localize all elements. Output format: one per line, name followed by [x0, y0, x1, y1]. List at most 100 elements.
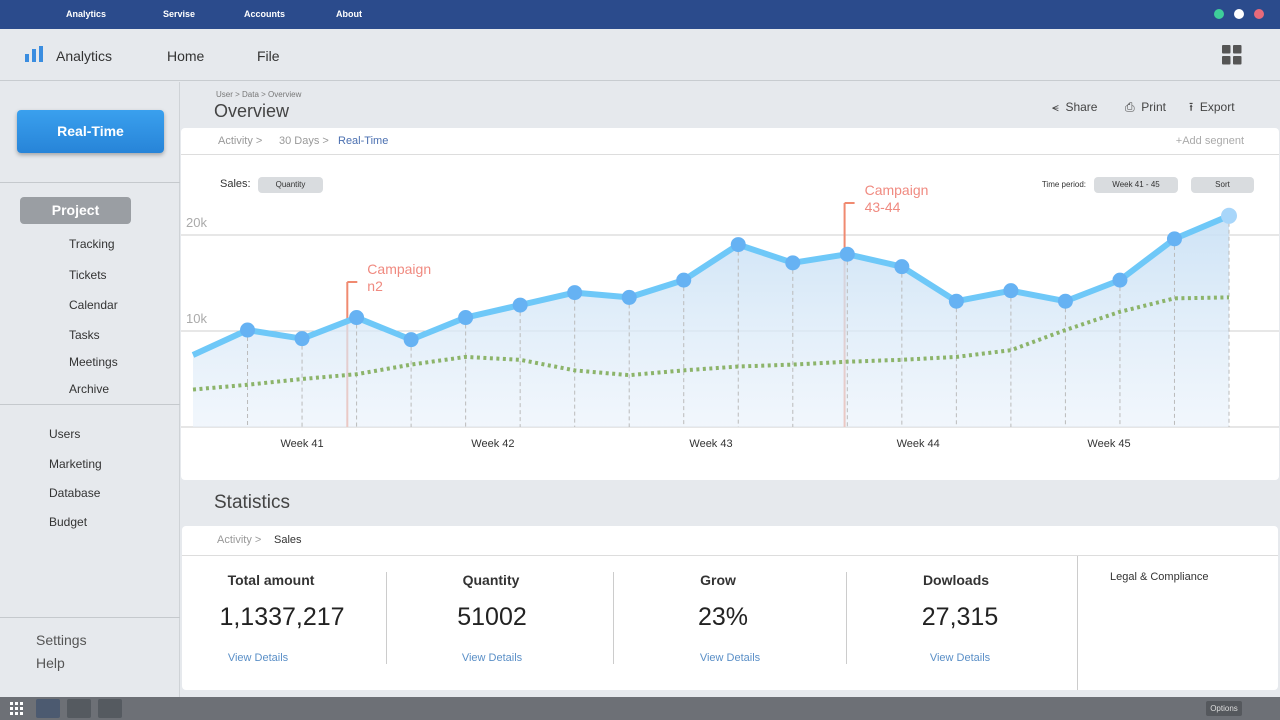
point	[621, 289, 637, 305]
point	[839, 246, 855, 262]
apps-icon[interactable]	[1222, 45, 1242, 65]
stat-value: 23%	[697, 603, 749, 631]
crumb[interactable]: 30 Days >	[279, 135, 329, 147]
x-tick-label: Week 43	[689, 438, 732, 450]
side-item[interactable]: Users	[49, 427, 81, 441]
nav-link[interactable]: Home	[167, 48, 205, 64]
annotation-text: Campaign	[865, 182, 929, 198]
action-label[interactable]: Share	[1065, 100, 1098, 114]
task-icon[interactable]	[98, 699, 122, 718]
side-item[interactable]: Tickets	[69, 268, 107, 282]
point	[1166, 231, 1182, 247]
menu-item[interactable]: Servise	[163, 9, 196, 19]
stats-card: Activity > Sales Total amount 1,1337,217…	[182, 526, 1278, 690]
taskbar: Options	[0, 697, 1280, 720]
x-tick-label: Week 42	[471, 438, 514, 450]
point	[1221, 207, 1237, 224]
y-tick-label: 10k	[186, 311, 207, 326]
divider	[181, 154, 1279, 155]
menu-item[interactable]: Analytics	[66, 9, 107, 19]
side-item[interactable]: Budget	[49, 515, 88, 529]
logo-icon	[25, 46, 43, 62]
print-action[interactable]: ⎙ Print	[1125, 100, 1166, 114]
point	[240, 322, 256, 338]
menu-item[interactable]: Accounts	[244, 9, 286, 19]
period-chip[interactable]: Week 41 - 45	[1094, 177, 1178, 193]
series-line	[192, 295, 1230, 392]
divider	[613, 572, 614, 664]
point	[894, 259, 910, 275]
stat-link[interactable]: View Details	[699, 652, 761, 664]
divider	[0, 617, 180, 618]
point	[948, 293, 964, 309]
side-item[interactable]: Tracking	[69, 237, 115, 251]
nav-link[interactable]: File	[257, 48, 280, 64]
side-item[interactable]: Database	[49, 486, 101, 500]
task-icon[interactable]	[67, 699, 91, 718]
apps-icon[interactable]	[10, 702, 24, 716]
side-item[interactable]: Meetings	[69, 355, 118, 369]
window-dot[interactable]	[1234, 9, 1244, 19]
section-title: Statistics	[214, 492, 291, 513]
window-dot[interactable]	[1214, 9, 1224, 19]
divider	[182, 555, 1278, 556]
annotation-text: 43-44	[865, 199, 901, 215]
crumb[interactable]: Sales	[274, 534, 302, 546]
annotation-text: n2	[367, 278, 383, 294]
export-action[interactable]: ⭱ Export	[1189, 100, 1235, 114]
stat-label: Grow	[700, 572, 736, 588]
menu-item[interactable]: About	[336, 9, 362, 19]
point	[730, 237, 746, 253]
stat-value: 27,315	[921, 603, 999, 631]
divider	[0, 182, 180, 183]
area	[193, 215, 1229, 427]
stat-link[interactable]: View Details	[461, 652, 523, 664]
crumb[interactable]: Real-Time	[338, 135, 389, 147]
y-tick-label: 20k	[186, 215, 207, 230]
x-tick-label: Week 41	[280, 438, 323, 450]
side-panel-title: Legal & Compliance	[1110, 571, 1209, 583]
realtime-button[interactable]: Real-Time	[17, 110, 164, 153]
sidebar: Real-Time Project Tracking Tickets Calen…	[0, 82, 180, 697]
side-footer[interactable]: Help	[36, 655, 65, 671]
brand[interactable]: Analytics	[56, 48, 113, 64]
chart: 10k 20k Week 41 Week 42 Week 43 Week 44 Week 4…	[181, 182, 1279, 450]
stat-link[interactable]: View Details	[929, 652, 991, 664]
side-item[interactable]: Archive	[69, 382, 110, 396]
divider	[846, 572, 847, 664]
point	[1112, 272, 1128, 288]
sort-chip[interactable]: Sort	[1191, 177, 1254, 193]
nav-bar: Analytics Home File	[0, 29, 1280, 81]
window-dot[interactable]	[1254, 9, 1264, 19]
breadcrumb: User > Data > Overview	[216, 90, 302, 99]
task-icon[interactable]	[36, 699, 60, 718]
divider	[386, 572, 387, 664]
options-button[interactable]: Options	[1206, 701, 1242, 716]
x-tick-label: Week 45	[1087, 438, 1130, 450]
annotation-text: Campaign	[367, 261, 431, 277]
point	[403, 332, 419, 348]
action-label[interactable]: Export	[1199, 100, 1235, 114]
crumb[interactable]: Activity >	[218, 135, 263, 147]
point	[567, 285, 583, 301]
point	[458, 310, 474, 326]
side-item[interactable]: Marketing	[49, 457, 102, 471]
divider	[1077, 556, 1078, 690]
crumb[interactable]: Activity >	[217, 534, 262, 546]
stat-link[interactable]: View Details	[227, 652, 289, 664]
side-item[interactable]: Calendar	[69, 298, 118, 312]
point	[512, 297, 528, 313]
point	[785, 255, 801, 271]
stat-label: Total amount	[227, 572, 315, 588]
point	[676, 272, 692, 288]
point	[1057, 293, 1073, 309]
action-label[interactable]: Print	[1141, 100, 1166, 114]
add-segment[interactable]: +Add segnent	[1175, 135, 1244, 147]
side-footer[interactable]: Settings	[36, 632, 87, 648]
period-label: Time period:	[1041, 180, 1086, 189]
sales-chip[interactable]: Quantity	[258, 177, 323, 193]
side-item[interactable]: Tasks	[69, 328, 100, 342]
share-action[interactable]: ⪪ Share	[1052, 100, 1098, 114]
project-button[interactable]: Project	[20, 197, 131, 224]
